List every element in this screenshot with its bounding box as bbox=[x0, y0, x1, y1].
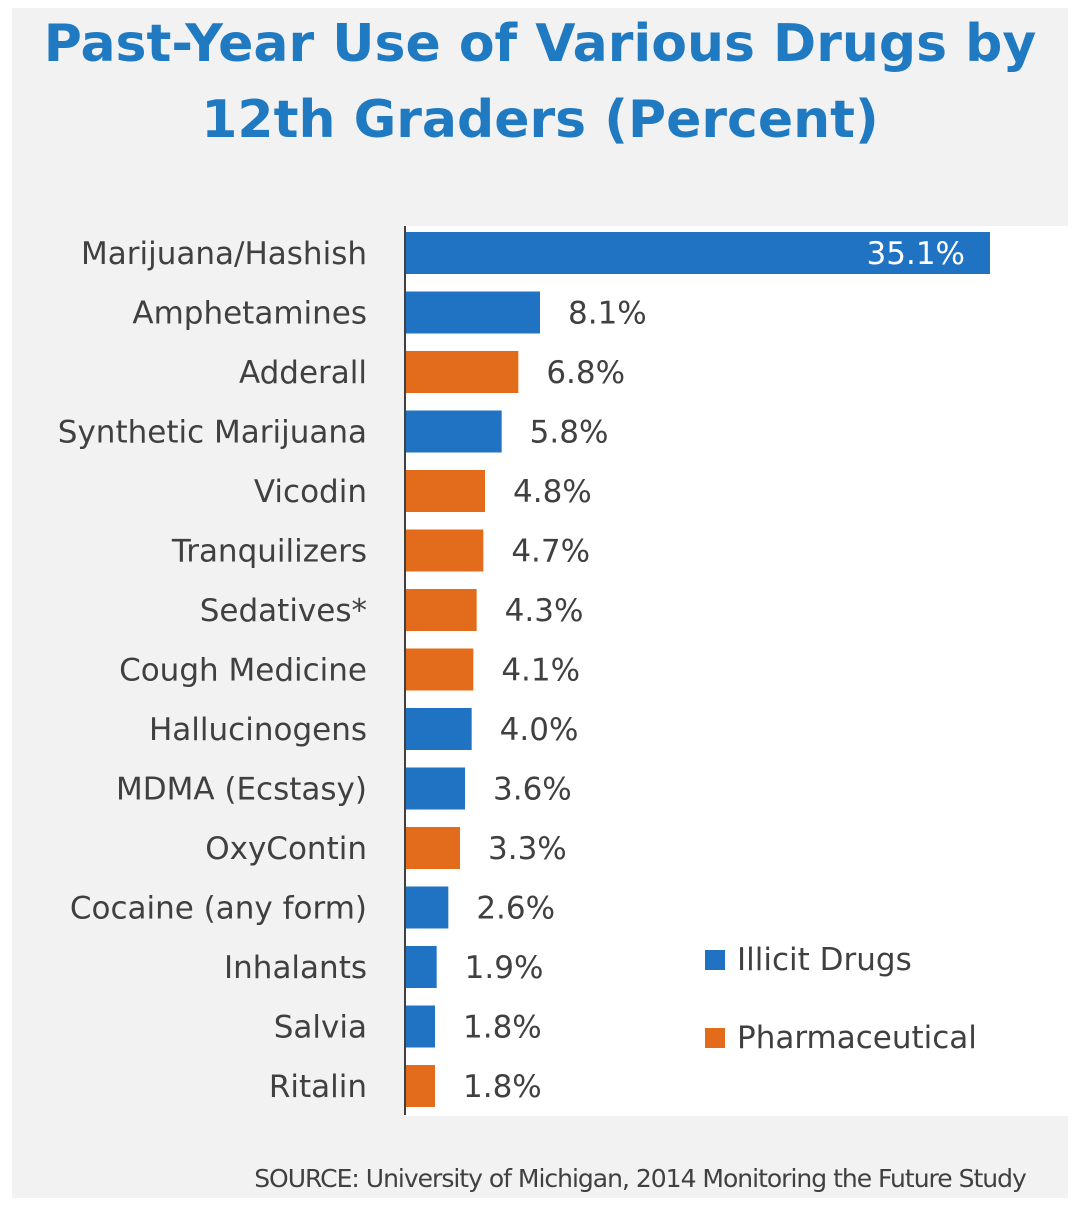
bar-adderall bbox=[405, 351, 519, 393]
category-label-mdma-ecstasy: MDMA (Ecstasy) bbox=[116, 772, 367, 808]
value-label-cocaine-any-form: 2.6% bbox=[476, 891, 555, 927]
value-label-cough-medicine: 4.1% bbox=[501, 653, 580, 689]
bar-synthetic-marijuana bbox=[405, 410, 502, 453]
bar-tranquilizers bbox=[405, 529, 484, 572]
bar-sedatives bbox=[405, 589, 477, 631]
value-label-mdma-ecstasy: 3.6% bbox=[493, 772, 572, 808]
category-label-oxycontin: OxyContin bbox=[205, 831, 367, 867]
value-label-ritalin: 1.8% bbox=[463, 1069, 542, 1105]
value-label-marijuana-hashish: 35.1% bbox=[867, 236, 965, 272]
bar-salvia bbox=[405, 1005, 435, 1048]
bar-ritalin bbox=[405, 1065, 435, 1107]
category-label-ritalin: Ritalin bbox=[269, 1069, 367, 1105]
value-label-synthetic-marijuana: 5.8% bbox=[530, 415, 609, 451]
legend-item-pharmaceutical: Pharmaceutical bbox=[705, 1018, 977, 1058]
value-label-amphetamines: 8.1% bbox=[568, 296, 647, 332]
category-label-inhalants: Inhalants bbox=[224, 950, 367, 986]
bar-cocaine-any-form bbox=[405, 886, 449, 929]
bar-amphetamines bbox=[405, 291, 540, 334]
bar-marijuana-hashish bbox=[405, 232, 990, 274]
chart-title: Past-Year Use of Various Drugs by 12th G… bbox=[0, 6, 1080, 158]
legend-swatch-pharmaceutical bbox=[705, 1028, 725, 1048]
category-label-sedatives: Sedatives* bbox=[200, 593, 367, 629]
category-label-salvia: Salvia bbox=[274, 1010, 367, 1046]
chart-title-line-2: 12th Graders (Percent) bbox=[201, 90, 879, 150]
value-label-inhalants: 1.9% bbox=[465, 950, 544, 986]
category-label-amphetamines: Amphetamines bbox=[132, 296, 367, 332]
chart-title-line-1: Past-Year Use of Various Drugs by bbox=[43, 14, 1037, 74]
legend-item-illicit: Illicit Drugs bbox=[705, 940, 912, 980]
bar-inhalants bbox=[405, 946, 437, 988]
value-label-salvia: 1.8% bbox=[463, 1010, 542, 1046]
value-label-hallucinogens: 4.0% bbox=[500, 712, 579, 748]
value-label-oxycontin: 3.3% bbox=[488, 831, 567, 867]
category-label-hallucinogens: Hallucinogens bbox=[149, 712, 367, 748]
bar-hallucinogens bbox=[405, 708, 472, 750]
bar-oxycontin bbox=[405, 827, 460, 869]
legend-label-pharmaceutical: Pharmaceutical bbox=[737, 1020, 977, 1056]
value-label-sedatives: 4.3% bbox=[505, 593, 584, 629]
source-note: SOURCE: University of Michigan, 2014 Mon… bbox=[254, 1164, 1027, 1193]
value-label-vicodin: 4.8% bbox=[513, 474, 592, 510]
category-label-cough-medicine: Cough Medicine bbox=[119, 653, 367, 689]
category-label-vicodin: Vicodin bbox=[254, 474, 367, 510]
bar-vicodin bbox=[405, 470, 485, 512]
category-label-adderall: Adderall bbox=[239, 355, 367, 391]
legend-swatch-illicit bbox=[705, 950, 725, 970]
value-label-tranquilizers: 4.7% bbox=[511, 534, 590, 570]
bar-mdma-ecstasy bbox=[405, 767, 465, 810]
value-label-adderall: 6.8% bbox=[546, 355, 625, 391]
category-label-cocaine-any-form: Cocaine (any form) bbox=[70, 891, 367, 927]
category-label-marijuana-hashish: Marijuana/Hashish bbox=[81, 236, 367, 272]
bar-cough-medicine bbox=[405, 648, 474, 691]
category-label-synthetic-marijuana: Synthetic Marijuana bbox=[58, 415, 367, 451]
legend-label-illicit: Illicit Drugs bbox=[737, 942, 912, 978]
category-label-tranquilizers: Tranquilizers bbox=[171, 534, 367, 570]
